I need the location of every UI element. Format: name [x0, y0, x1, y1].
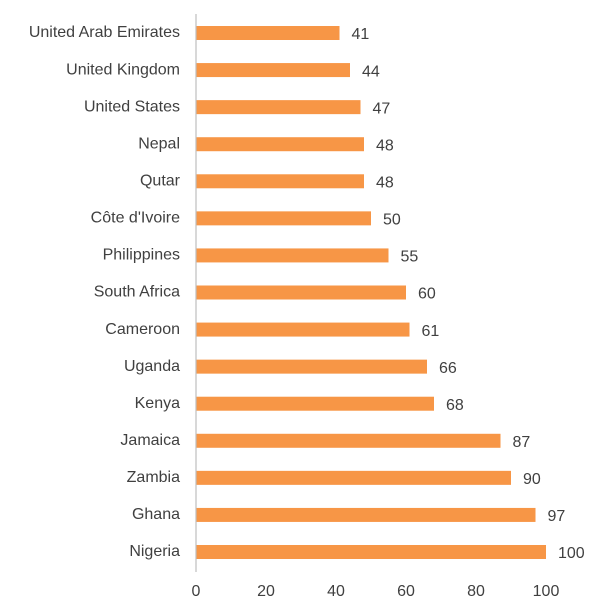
- value-label: 50: [383, 212, 401, 229]
- bar: [196, 396, 434, 411]
- category-label: South Africa: [94, 284, 180, 301]
- category-label: Uganda: [124, 358, 180, 375]
- value-label: 41: [352, 26, 370, 43]
- category-label: United States: [84, 98, 180, 115]
- bar: [196, 322, 410, 337]
- value-label: 97: [548, 508, 566, 525]
- value-label: 44: [362, 63, 380, 80]
- bar: [196, 507, 536, 522]
- bar: [196, 174, 364, 189]
- category-label: Philippines: [103, 247, 180, 264]
- category-labels: United Arab Emirates United Kingdom United…: [29, 24, 181, 560]
- bar: [196, 211, 371, 226]
- bar: [196, 100, 361, 115]
- x-tick-label: 100: [533, 583, 560, 600]
- category-label: Jamaica: [120, 432, 180, 449]
- bar: [196, 359, 427, 374]
- category-label: Qutar: [140, 173, 181, 190]
- category-label: Zambia: [127, 469, 180, 486]
- bar: [196, 26, 340, 40]
- category-label: Cameroon: [105, 321, 180, 338]
- category-label: Kenya: [135, 395, 180, 412]
- bar: [196, 470, 511, 485]
- value-label: 47: [373, 100, 391, 117]
- bar: [196, 248, 389, 263]
- value-label: 66: [439, 360, 457, 377]
- bar: [196, 137, 364, 152]
- value-label: 61: [422, 323, 440, 340]
- value-label: 48: [376, 137, 394, 154]
- x-tick-label: 20: [257, 583, 275, 600]
- x-tick-label: 60: [397, 583, 415, 600]
- value-label: 87: [513, 434, 531, 451]
- bar: [196, 285, 406, 300]
- value-labels: 41 44 47 48 48 50 55 60 61 66 68 87 90 97 100: [352, 26, 585, 562]
- x-tick-label: 0: [192, 583, 201, 600]
- value-label: 55: [401, 249, 419, 266]
- category-label: Ghana: [132, 506, 180, 523]
- bar: [196, 433, 501, 448]
- x-tick-labels: 0 20 40 60 80 100: [192, 583, 560, 600]
- x-tick-label: 80: [467, 583, 485, 600]
- category-label: Nepal: [138, 135, 180, 152]
- bar: [196, 63, 350, 78]
- category-label: United Kingdom: [66, 61, 180, 78]
- category-label: United Arab Emirates: [29, 24, 180, 41]
- bar: [196, 545, 546, 559]
- x-tick-label: 40: [327, 583, 345, 600]
- bars: [196, 26, 546, 559]
- value-label: 68: [446, 397, 464, 414]
- value-label: 60: [418, 286, 436, 303]
- value-label: 48: [376, 175, 394, 192]
- value-label: 90: [523, 471, 541, 488]
- value-label: 100: [558, 545, 585, 562]
- category-label: Nigeria: [129, 543, 180, 560]
- category-label: Côte d'Ivoire: [91, 210, 180, 227]
